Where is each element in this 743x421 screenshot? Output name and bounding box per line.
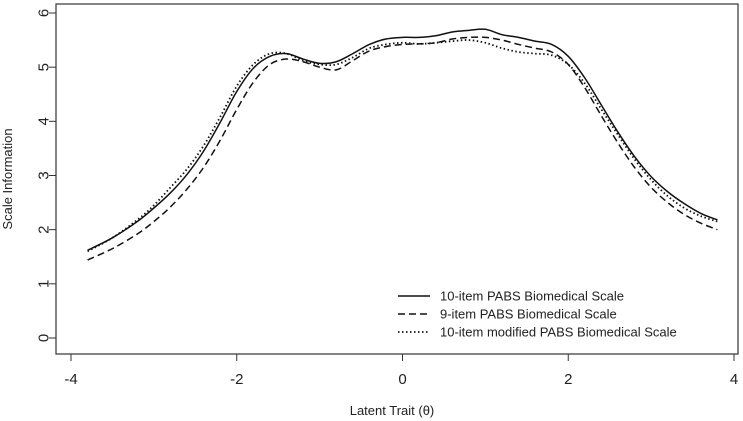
x-tick-label: 2 [564,371,572,388]
y-axis: 0 1 2 3 4 5 6 [36,9,56,342]
legend-label-3: 10-item modified PABS Biomedical Scale [440,325,677,340]
plot-frame [55,3,739,355]
y-tick-label: 5 [36,63,53,71]
plot-border [55,3,739,355]
x-tick-label: -4 [64,371,77,388]
x-axis: -4 -2 0 2 4 [64,354,738,388]
series-line-3 [87,39,718,253]
y-tick-label: 3 [36,171,53,179]
y-tick-label: 0 [36,334,53,342]
y-tick-label: 6 [36,9,53,17]
series-line-2 [87,36,718,261]
y-tick-label: 2 [36,225,53,233]
y-tick-label: 4 [36,117,53,125]
x-axis-title: Latent Trait (θ) [350,403,435,418]
y-axis-title: Scale Information [0,128,15,229]
legend: 10-item PABS Biomedical Scale 9-item PABS… [398,289,677,340]
y-tick-label: 1 [36,280,53,288]
legend-label-1: 10-item PABS Biomedical Scale [440,289,624,304]
legend-label-2: 9-item PABS Biomedical Scale [440,307,617,322]
x-tick-label: 4 [730,371,738,388]
x-tick-label: -2 [230,371,243,388]
series-line-1 [87,28,718,251]
series-layer [87,28,718,261]
x-tick-label: 0 [398,371,406,388]
